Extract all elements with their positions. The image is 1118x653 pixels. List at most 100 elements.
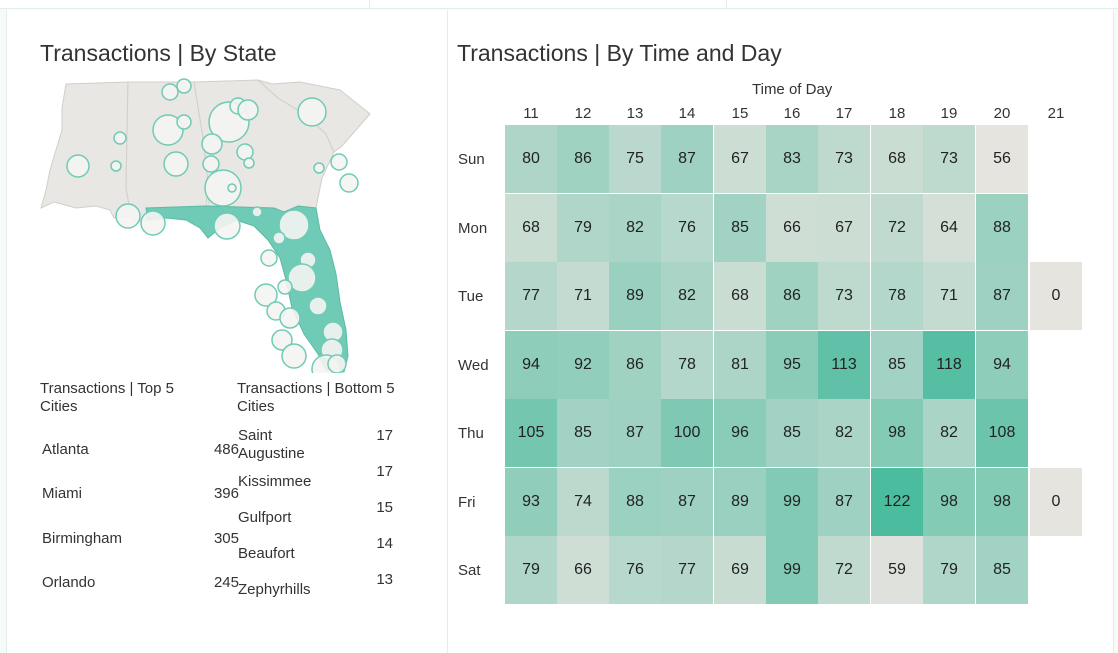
heatmap-cell[interactable]: 87 bbox=[661, 125, 713, 193]
heatmap-cell[interactable]: 78 bbox=[661, 331, 713, 399]
city-bubble[interactable] bbox=[213, 212, 241, 240]
city-bubble[interactable] bbox=[237, 99, 259, 121]
heatmap-cell[interactable]: 99 bbox=[766, 468, 818, 536]
heatmap-cell[interactable]: 86 bbox=[557, 125, 609, 193]
heatmap-cell[interactable]: 82 bbox=[818, 399, 870, 467]
heatmap-cell[interactable]: 83 bbox=[766, 125, 818, 193]
heatmap-cell[interactable]: 79 bbox=[505, 536, 557, 604]
heatmap-cell[interactable]: 75 bbox=[609, 125, 661, 193]
heatmap-cell[interactable]: 82 bbox=[661, 262, 713, 330]
heatmap-cell[interactable]: 66 bbox=[766, 194, 818, 262]
city-bubble[interactable] bbox=[113, 131, 127, 145]
heatmap-cell[interactable]: 72 bbox=[871, 194, 923, 262]
city-bubble[interactable] bbox=[140, 210, 166, 236]
city-bubble[interactable] bbox=[161, 83, 179, 101]
heatmap-cell[interactable]: 85 bbox=[557, 399, 609, 467]
heatmap-cell[interactable]: 82 bbox=[609, 194, 661, 262]
heatmap-cell[interactable]: 68 bbox=[714, 262, 766, 330]
heatmap-cell[interactable]: 85 bbox=[766, 399, 818, 467]
city-bubble[interactable] bbox=[260, 249, 278, 267]
heatmap-cell[interactable]: 88 bbox=[609, 468, 661, 536]
heatmap-cell[interactable]: 87 bbox=[661, 468, 713, 536]
heatmap-cell[interactable]: 69 bbox=[714, 536, 766, 604]
city-bubble[interactable] bbox=[243, 157, 255, 169]
heatmap-cell[interactable]: 73 bbox=[818, 262, 870, 330]
city-bubble[interactable] bbox=[251, 206, 263, 218]
city-bubble[interactable] bbox=[115, 203, 141, 229]
city-bubble[interactable] bbox=[281, 343, 307, 369]
heatmap-cell[interactable]: 79 bbox=[557, 194, 609, 262]
city-bubble[interactable] bbox=[327, 354, 347, 374]
heatmap-cell[interactable]: 99 bbox=[766, 536, 818, 604]
city-bubble[interactable] bbox=[227, 183, 237, 193]
state-shape[interactable] bbox=[145, 205, 349, 373]
city-bubble[interactable] bbox=[279, 307, 301, 329]
heatmap-cell[interactable]: 85 bbox=[714, 194, 766, 262]
heatmap-cell[interactable]: 88 bbox=[976, 194, 1028, 262]
heatmap-cell[interactable]: 87 bbox=[609, 399, 661, 467]
city-bubble[interactable] bbox=[297, 97, 327, 127]
heatmap-cell[interactable]: 71 bbox=[923, 262, 975, 330]
city-bubble[interactable] bbox=[204, 169, 242, 207]
heatmap-cell[interactable]: 76 bbox=[661, 194, 713, 262]
heatmap-cell[interactable]: 85 bbox=[976, 536, 1028, 604]
heatmap-cell[interactable]: 118 bbox=[923, 331, 975, 399]
heatmap-cell[interactable]: 105 bbox=[505, 399, 557, 467]
city-bubble[interactable] bbox=[271, 329, 293, 351]
heatmap-cell[interactable]: 71 bbox=[557, 262, 609, 330]
city-bubble[interactable] bbox=[176, 78, 192, 94]
city-bubble[interactable] bbox=[330, 153, 348, 171]
heatmap-cell[interactable]: 87 bbox=[818, 468, 870, 536]
heatmap-cell[interactable]: 64 bbox=[923, 194, 975, 262]
heatmap-cell[interactable]: 67 bbox=[714, 125, 766, 193]
heatmap-cell[interactable]: 73 bbox=[923, 125, 975, 193]
heatmap-cell[interactable]: 68 bbox=[505, 194, 557, 262]
city-bubble[interactable] bbox=[287, 263, 317, 293]
city-bubble[interactable] bbox=[110, 160, 122, 172]
heatmap-cell[interactable]: 86 bbox=[609, 331, 661, 399]
heatmap-cell[interactable]: 108 bbox=[976, 399, 1028, 467]
heatmap-cell[interactable]: 89 bbox=[714, 468, 766, 536]
heatmap-cell[interactable]: 93 bbox=[505, 468, 557, 536]
heatmap-cell[interactable]: 98 bbox=[923, 468, 975, 536]
city-bubble[interactable] bbox=[201, 133, 223, 155]
city-bubble[interactable] bbox=[313, 162, 325, 174]
state-shape[interactable] bbox=[40, 81, 132, 219]
heatmap-cell[interactable]: 78 bbox=[871, 262, 923, 330]
heatmap-cell[interactable]: 0 bbox=[1030, 262, 1082, 330]
heatmap-cell[interactable]: 59 bbox=[871, 536, 923, 604]
heatmap-cell[interactable]: 85 bbox=[871, 331, 923, 399]
city-bubble[interactable] bbox=[66, 154, 90, 178]
heatmap-cell[interactable]: 72 bbox=[818, 536, 870, 604]
heatmap-cell[interactable]: 56 bbox=[976, 125, 1028, 193]
heatmap-cell[interactable]: 82 bbox=[923, 399, 975, 467]
heatmap-cell[interactable]: 67 bbox=[818, 194, 870, 262]
heatmap-cell[interactable]: 95 bbox=[766, 331, 818, 399]
heatmap-cell[interactable]: 92 bbox=[557, 331, 609, 399]
heatmap-cell[interactable]: 77 bbox=[661, 536, 713, 604]
city-bubble[interactable] bbox=[278, 209, 310, 241]
city-bubble[interactable] bbox=[254, 283, 278, 307]
city-bubble[interactable] bbox=[176, 114, 192, 130]
heatmap-cell[interactable]: 80 bbox=[505, 125, 557, 193]
state-shape[interactable] bbox=[125, 81, 209, 223]
heatmap-cell[interactable]: 68 bbox=[871, 125, 923, 193]
heatmap-cell[interactable]: 87 bbox=[976, 262, 1028, 330]
heatmap-cell[interactable]: 100 bbox=[661, 399, 713, 467]
heatmap-cell[interactable]: 77 bbox=[505, 262, 557, 330]
heatmap-cell[interactable]: 98 bbox=[976, 468, 1028, 536]
city-bubble[interactable] bbox=[163, 151, 189, 177]
heatmap-cell[interactable]: 81 bbox=[714, 331, 766, 399]
heatmap-cell[interactable]: 89 bbox=[609, 262, 661, 330]
city-bubble[interactable] bbox=[339, 173, 359, 193]
heatmap-cell[interactable]: 113 bbox=[818, 331, 870, 399]
heatmap-cell[interactable]: 98 bbox=[871, 399, 923, 467]
heatmap-cell[interactable]: 122 bbox=[871, 468, 923, 536]
state-map[interactable] bbox=[36, 78, 376, 384]
heatmap-cell[interactable]: 79 bbox=[923, 536, 975, 604]
heatmap-cell[interactable]: 73 bbox=[818, 125, 870, 193]
city-bubble[interactable] bbox=[202, 155, 220, 173]
heatmap-cell[interactable]: 96 bbox=[714, 399, 766, 467]
city-bubble[interactable] bbox=[277, 279, 293, 295]
heatmap-cell[interactable]: 66 bbox=[557, 536, 609, 604]
